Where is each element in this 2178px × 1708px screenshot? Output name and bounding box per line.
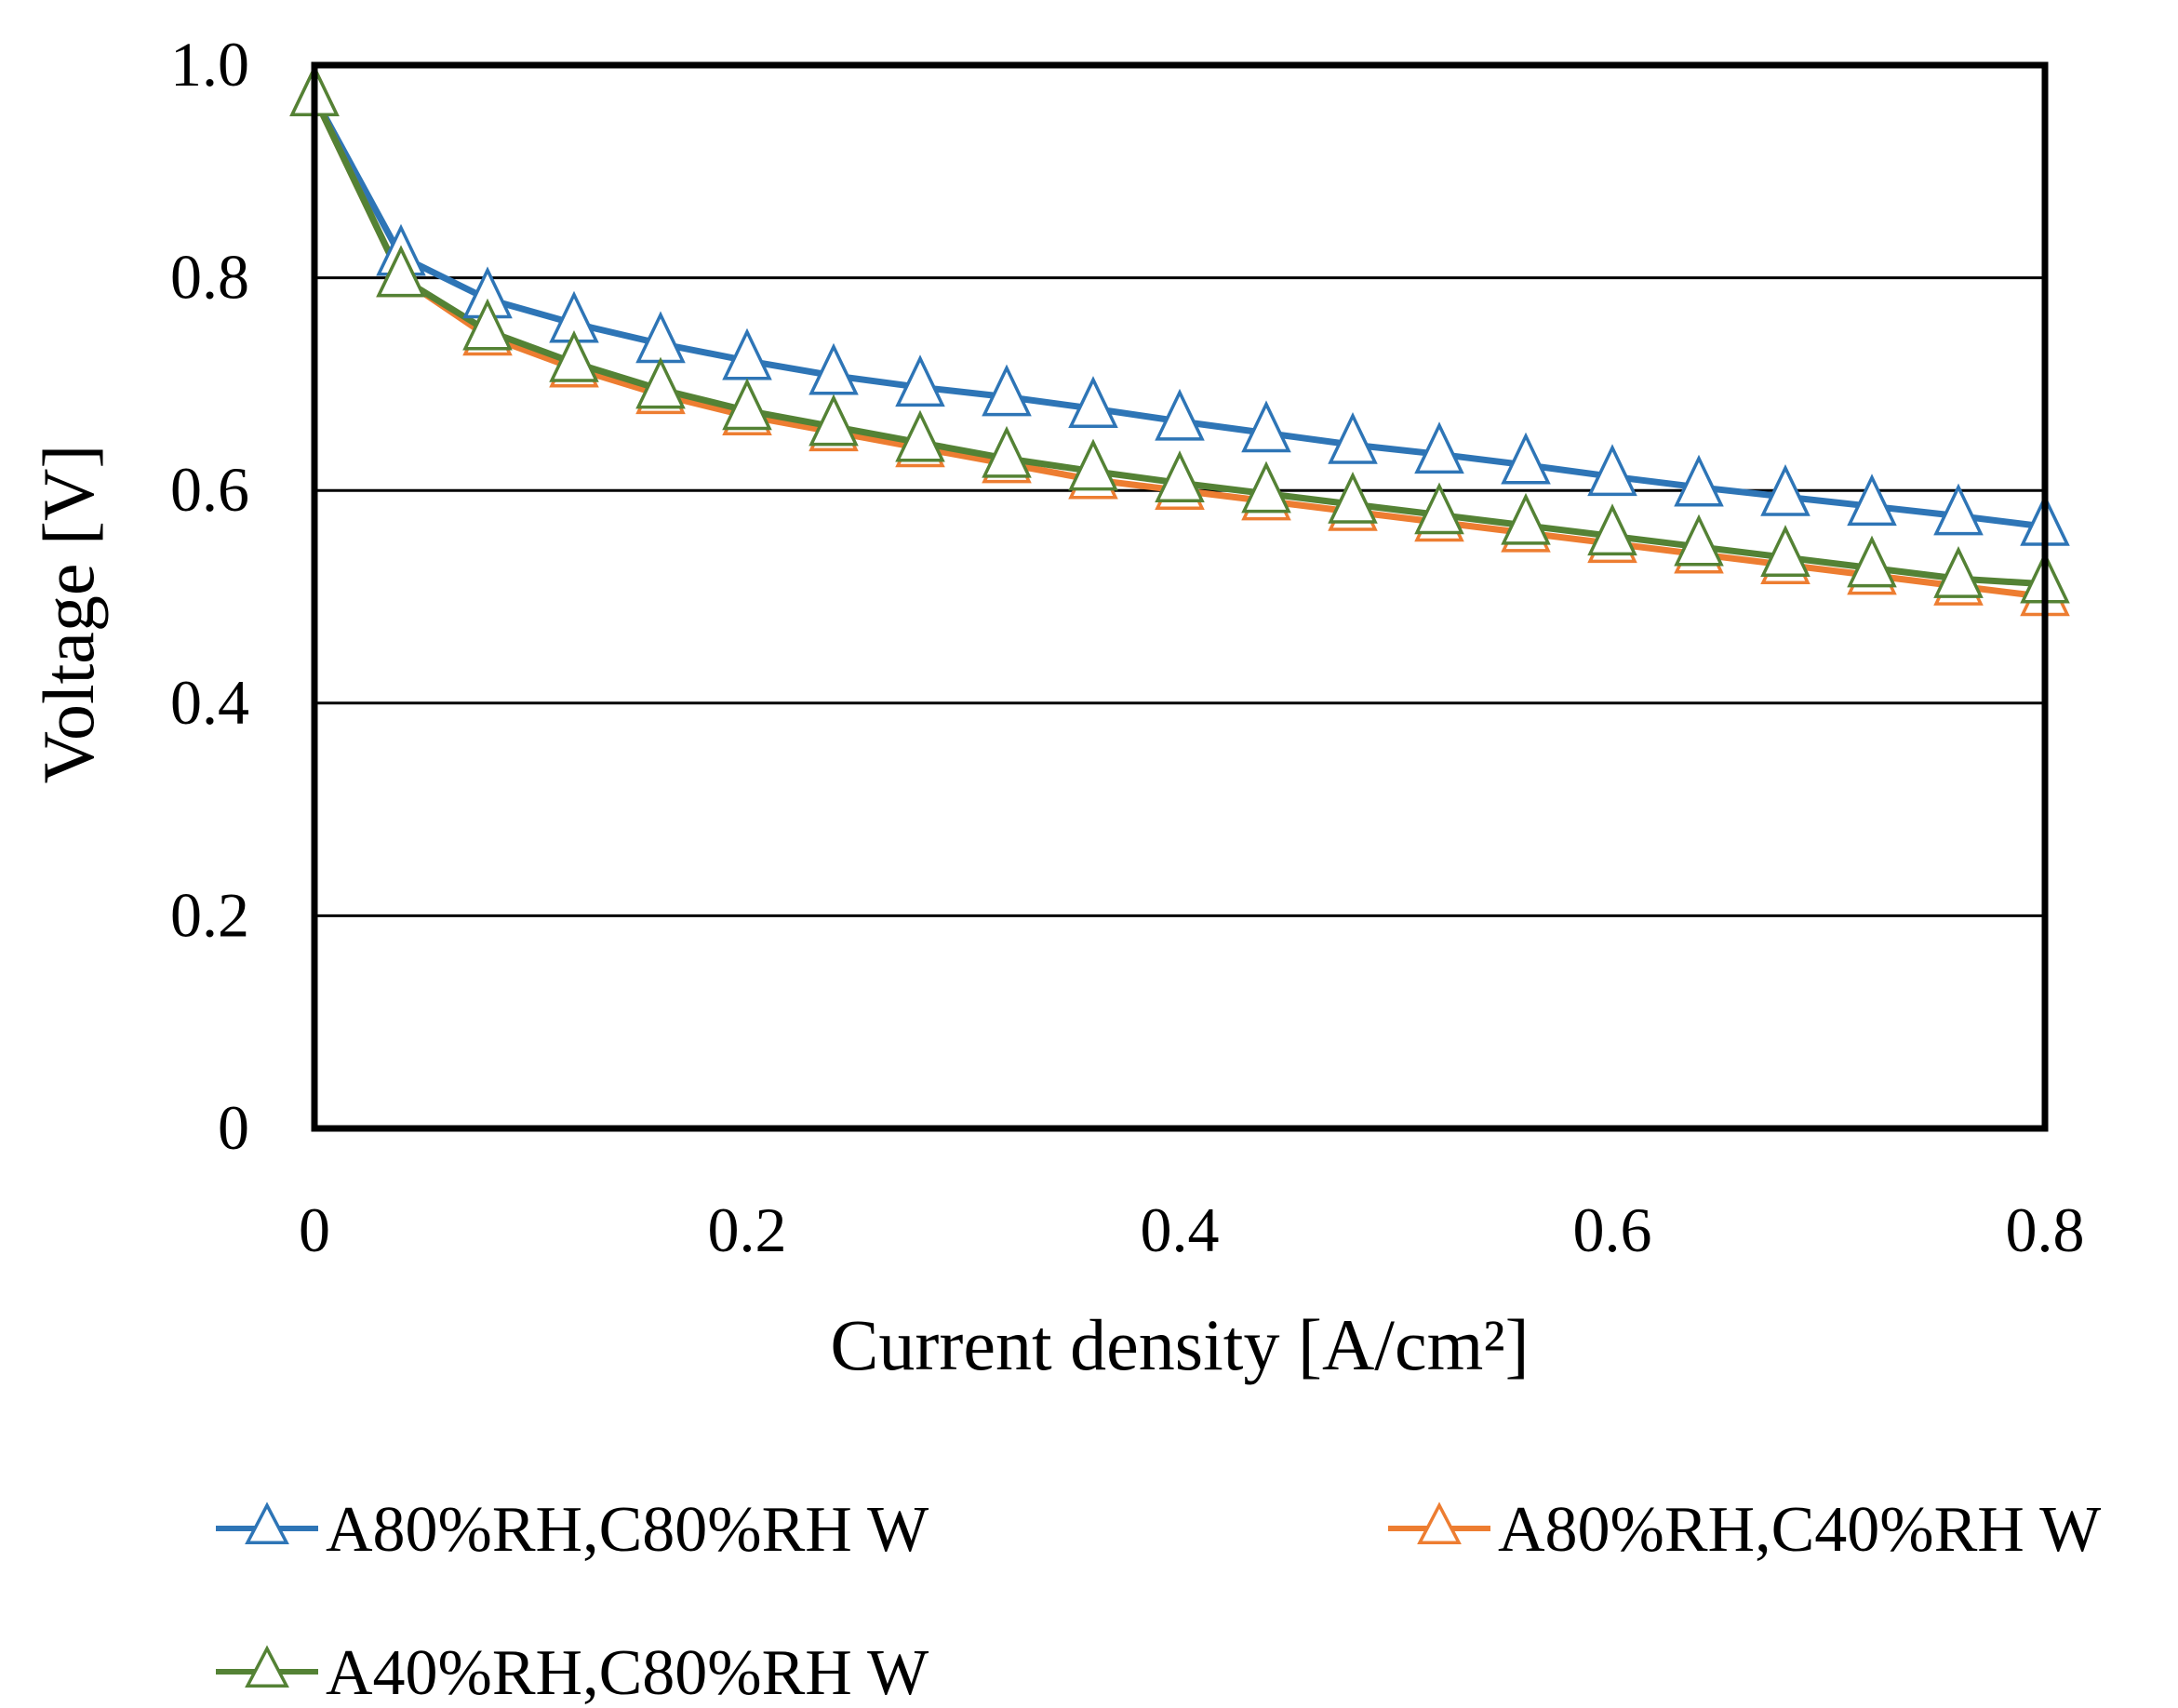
y-tick-label: 0.4 <box>170 667 249 738</box>
data-point-series-1 <box>1760 464 1811 516</box>
data-point-series-1 <box>895 354 945 407</box>
y-tick-label: 1.0 <box>170 29 249 100</box>
data-point-series-1 <box>808 342 859 395</box>
data-point-series-3 <box>1155 450 1205 502</box>
data-point-series-1 <box>1501 432 1551 485</box>
data-point-series-3 <box>722 378 772 431</box>
data-point-series-3 <box>1501 492 1551 545</box>
data-point-series-3 <box>1068 438 1118 491</box>
x-tick-label: 0.8 <box>2006 1194 2085 1265</box>
data-point-series-1 <box>982 364 1032 417</box>
x-tick-labels: 0 0.2 0.4 0.6 0.8 <box>299 1194 2085 1265</box>
y-tick-label: 0.6 <box>170 454 249 525</box>
data-point-series-3 <box>1674 514 1724 567</box>
x-tick-label: 0 <box>299 1194 330 1265</box>
legend: A80%RH,C80%RH W A80%RH,C40%RH W A40%RH,C80… <box>216 1494 2101 1708</box>
legend-label-2: A80%RH,C40%RH W <box>1498 1494 2101 1566</box>
plot-area-frame <box>311 61 2049 1132</box>
series-markers <box>289 64 2070 617</box>
data-point-series-1 <box>1241 400 1291 453</box>
data-point-series-3 <box>376 245 426 298</box>
data-point-series-3 <box>1587 503 1637 556</box>
y-tick-label: 0 <box>218 1092 249 1163</box>
data-point-series-1 <box>1587 444 1637 497</box>
data-point-series-3 <box>1414 482 1464 535</box>
data-point-series-3 <box>1241 460 1291 514</box>
legend-label-1: A80%RH,C80%RH W <box>326 1494 929 1566</box>
data-point-series-1 <box>1933 483 1984 536</box>
x-axis-title: Current density [A/cm²] <box>830 1304 1529 1385</box>
data-point-series-3 <box>462 298 513 351</box>
legend-marker-1 <box>245 1501 289 1544</box>
data-point-series-3 <box>1933 546 1984 598</box>
data-point-series-3 <box>1847 535 1897 588</box>
data-point-series-1 <box>1328 412 1378 464</box>
data-point-series-1 <box>1068 376 1118 428</box>
y-tick-label: 0.2 <box>170 879 249 950</box>
gridlines <box>314 63 2045 1130</box>
y-tick-labels: 0 0.2 0.4 0.6 0.8 1.0 <box>170 29 249 1163</box>
data-point-series-3 <box>549 329 599 382</box>
data-point-series-3 <box>982 425 1032 478</box>
data-point-series-3 <box>635 356 686 409</box>
data-point-series-3 <box>895 409 945 462</box>
y-tick-label: 0.8 <box>170 242 249 313</box>
legend-label-3: A40%RH,C80%RH W <box>326 1637 929 1708</box>
legend-marker-3 <box>245 1645 289 1688</box>
x-tick-label: 0.4 <box>1141 1194 1220 1265</box>
y-axis-title: Voltage [V] <box>28 445 109 784</box>
x-tick-label: 0.2 <box>708 1194 787 1265</box>
data-point-series-1 <box>1414 421 1464 474</box>
data-point-series-3 <box>1760 525 1811 577</box>
data-point-series-1 <box>1155 388 1205 441</box>
data-point-series-1 <box>1674 454 1724 507</box>
x-tick-label: 0.6 <box>1573 1194 1652 1265</box>
legend-marker-2 <box>1417 1501 1462 1544</box>
data-point-series-1 <box>1847 474 1897 527</box>
data-point-series-3 <box>808 394 859 447</box>
data-point-series-3 <box>1328 472 1378 524</box>
